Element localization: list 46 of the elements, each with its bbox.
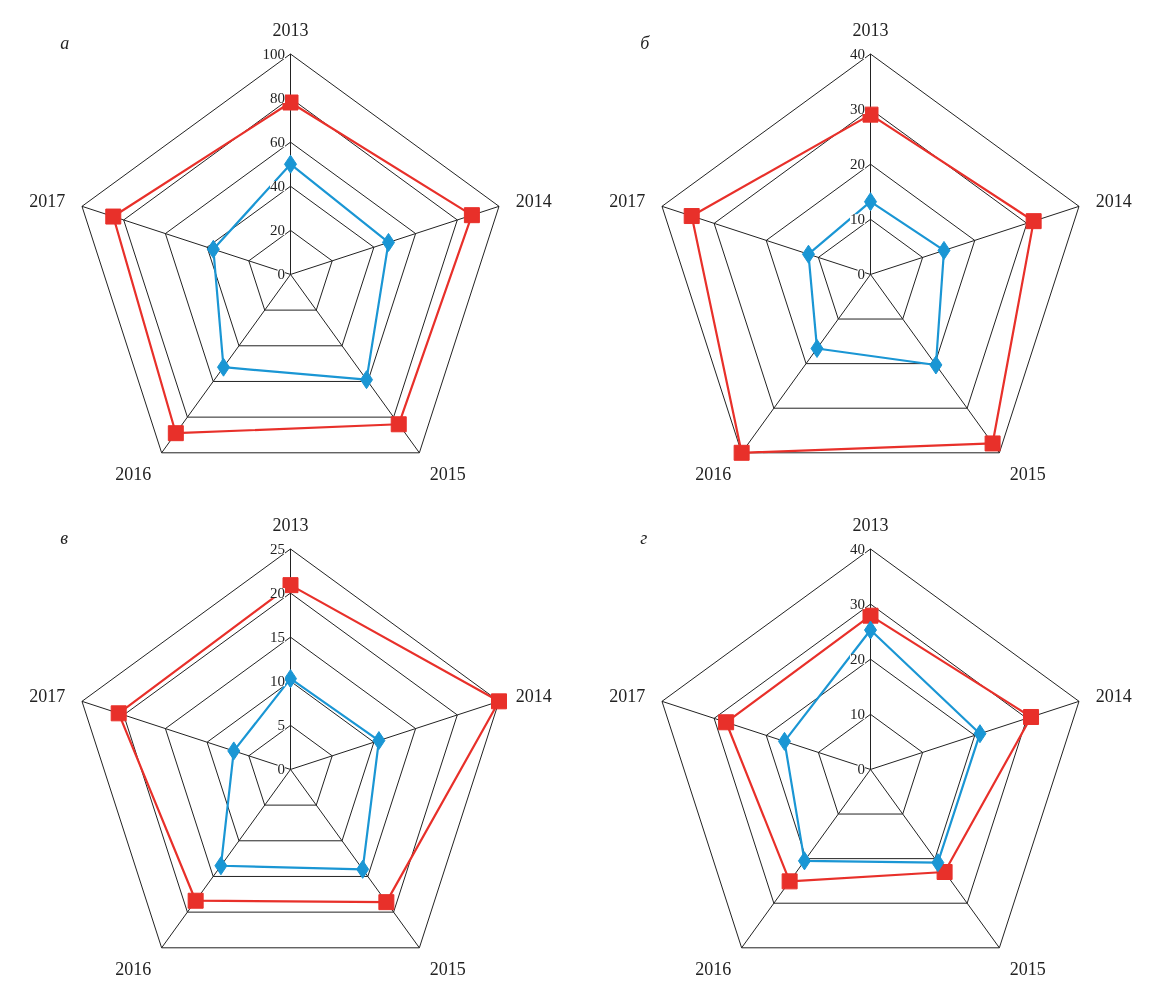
y-tick-label: 5 (277, 717, 286, 734)
spoke-label: 2014 (1095, 686, 1132, 707)
y-tick-label: 10 (850, 211, 866, 228)
y-tick-label: 20 (270, 222, 286, 239)
spoke-label: 2017 (29, 686, 66, 707)
spoke-label: 2016 (115, 464, 152, 485)
y-tick-label: 0 (857, 761, 866, 778)
y-tick-label: 0 (857, 266, 866, 283)
spoke-label: 2015 (429, 959, 466, 980)
y-tick-label: 20 (850, 156, 866, 173)
y-tick-label: 25 (270, 541, 286, 557)
y-tick-label: 15 (270, 629, 286, 646)
spoke-label: 2015 (1009, 464, 1046, 485)
y-tick-label: 10 (850, 706, 866, 723)
y-tick-label: 10 (270, 673, 286, 690)
spoke-label: 2017 (609, 686, 646, 707)
spoke-label: 2016 (115, 959, 152, 980)
spoke-label: 2014 (515, 191, 552, 212)
text: б (640, 32, 651, 53)
text: г (640, 527, 648, 548)
text: в (60, 527, 69, 548)
spoke-label: 2017 (29, 191, 66, 212)
y-tick-label: 30 (850, 596, 866, 613)
spoke-label: 2013 (852, 20, 889, 41)
y-tick-label: 40 (850, 541, 866, 557)
y-tick-label: 100 (262, 46, 286, 62)
y-tick-label: 30 (850, 101, 866, 118)
spoke-label: 2016 (695, 959, 732, 980)
y-tick-label: 0 (277, 761, 286, 778)
text: а (60, 32, 70, 53)
y-tick-label: 20 (850, 651, 866, 668)
spoke-label: 2013 (852, 515, 889, 536)
spoke-label: 2017 (609, 191, 646, 212)
y-tick-label: 20 (270, 585, 286, 602)
y-tick-label: 40 (850, 46, 866, 62)
spoke-label: 2016 (695, 464, 732, 485)
y-tick-label: 80 (270, 90, 286, 107)
spoke-label: 2014 (515, 686, 552, 707)
spoke-label: 2013 (272, 20, 309, 41)
y-tick-label: 60 (270, 134, 286, 151)
y-tick-label: 40 (270, 178, 286, 195)
spoke-label: 2014 (1095, 191, 1132, 212)
spoke-label: 2013 (272, 515, 309, 536)
spoke-label: 2015 (1009, 959, 1046, 980)
y-tick-label: 0 (277, 266, 286, 283)
spoke-label: 2015 (429, 464, 466, 485)
